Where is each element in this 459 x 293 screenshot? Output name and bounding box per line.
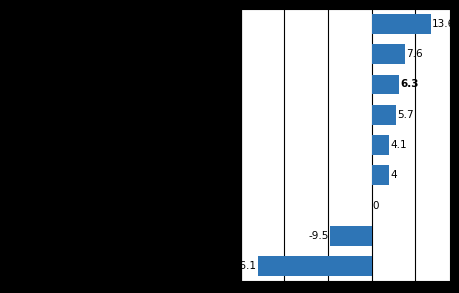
Text: 4: 4 <box>390 170 397 180</box>
Bar <box>371 14 431 34</box>
Bar <box>330 226 371 246</box>
Text: -26.1: -26.1 <box>230 261 257 271</box>
Text: 7.6: 7.6 <box>406 49 422 59</box>
Text: 4.1: 4.1 <box>391 140 407 150</box>
Text: 0: 0 <box>373 201 379 211</box>
Bar <box>258 256 371 276</box>
Bar <box>371 105 396 125</box>
Bar <box>371 44 404 64</box>
Bar <box>371 166 389 185</box>
Text: 6.3: 6.3 <box>400 79 419 89</box>
Text: -9.5: -9.5 <box>308 231 329 241</box>
Text: 5.7: 5.7 <box>397 110 414 120</box>
Bar <box>371 75 399 94</box>
Bar <box>371 135 389 155</box>
Text: 13.6: 13.6 <box>432 19 455 29</box>
